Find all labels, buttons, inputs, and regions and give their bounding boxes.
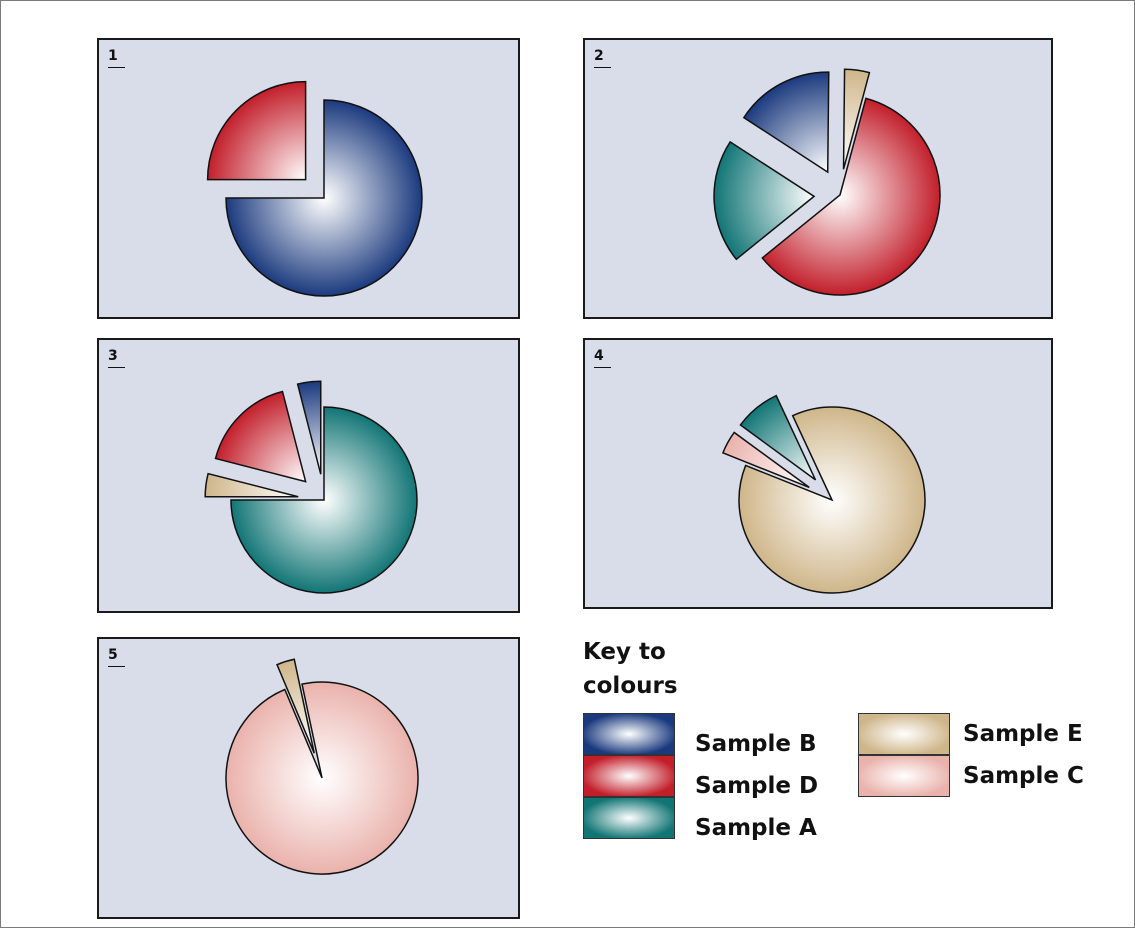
pie-chart-4 (721, 394, 926, 594)
key-label-sample-e: Sample E (963, 721, 1083, 747)
pie-slice-sample-d (206, 80, 307, 181)
pie-slice-sample-e (276, 658, 315, 754)
pie-panel-1: 1 (97, 38, 520, 319)
panel-label: 5 (108, 647, 125, 667)
pie-slice-sample-b (742, 71, 830, 174)
pie-slice-sample-d (761, 97, 941, 296)
pie-slice-sample-b (296, 380, 322, 475)
key-title-line-2: colours (583, 673, 678, 699)
pie-slice-sample-e (738, 406, 926, 594)
key-swatch-sample-c (858, 755, 950, 797)
pie-slice-sample-e (204, 472, 299, 498)
panel-label: 4 (594, 348, 611, 368)
key-swatch-sample-b (583, 713, 675, 755)
key-label-sample-d: Sample D (695, 773, 819, 799)
pie-slice-sample-a (713, 140, 816, 261)
pie-chart-2 (713, 68, 941, 296)
pie-slice-sample-e (842, 68, 871, 170)
pie-panel-2: 2 (583, 38, 1053, 319)
panel-label: 3 (108, 348, 125, 368)
pie-panel-4: 4 (583, 338, 1053, 609)
pie-slice-sample-d (214, 390, 307, 483)
panel-label: 1 (108, 48, 125, 68)
key-title: Key to colours (583, 635, 723, 703)
pie-slice-sample-a (739, 394, 817, 481)
key-swatch-sample-e (858, 713, 950, 755)
pie-panel-3: 3 (97, 338, 520, 613)
key-title-line-1: Key to (583, 639, 666, 665)
key-swatch-sample-a (583, 797, 675, 839)
pie-slice-sample-c (721, 431, 810, 489)
pie-slice-sample-c (225, 681, 419, 875)
pie-slice-sample-b (225, 99, 423, 297)
pie-chart-5 (225, 658, 419, 875)
key-label-sample-b: Sample B (695, 731, 817, 757)
panel-label: 2 (594, 48, 611, 68)
key-label-sample-a: Sample A (695, 815, 817, 841)
pie-chart-1 (206, 80, 423, 297)
key-label-sample-c: Sample C (963, 763, 1084, 789)
pie-slice-sample-a (230, 406, 418, 594)
pie-chart-3 (204, 380, 418, 594)
key-swatch-sample-d (583, 755, 675, 797)
pie-panel-5: 5 (97, 637, 520, 919)
